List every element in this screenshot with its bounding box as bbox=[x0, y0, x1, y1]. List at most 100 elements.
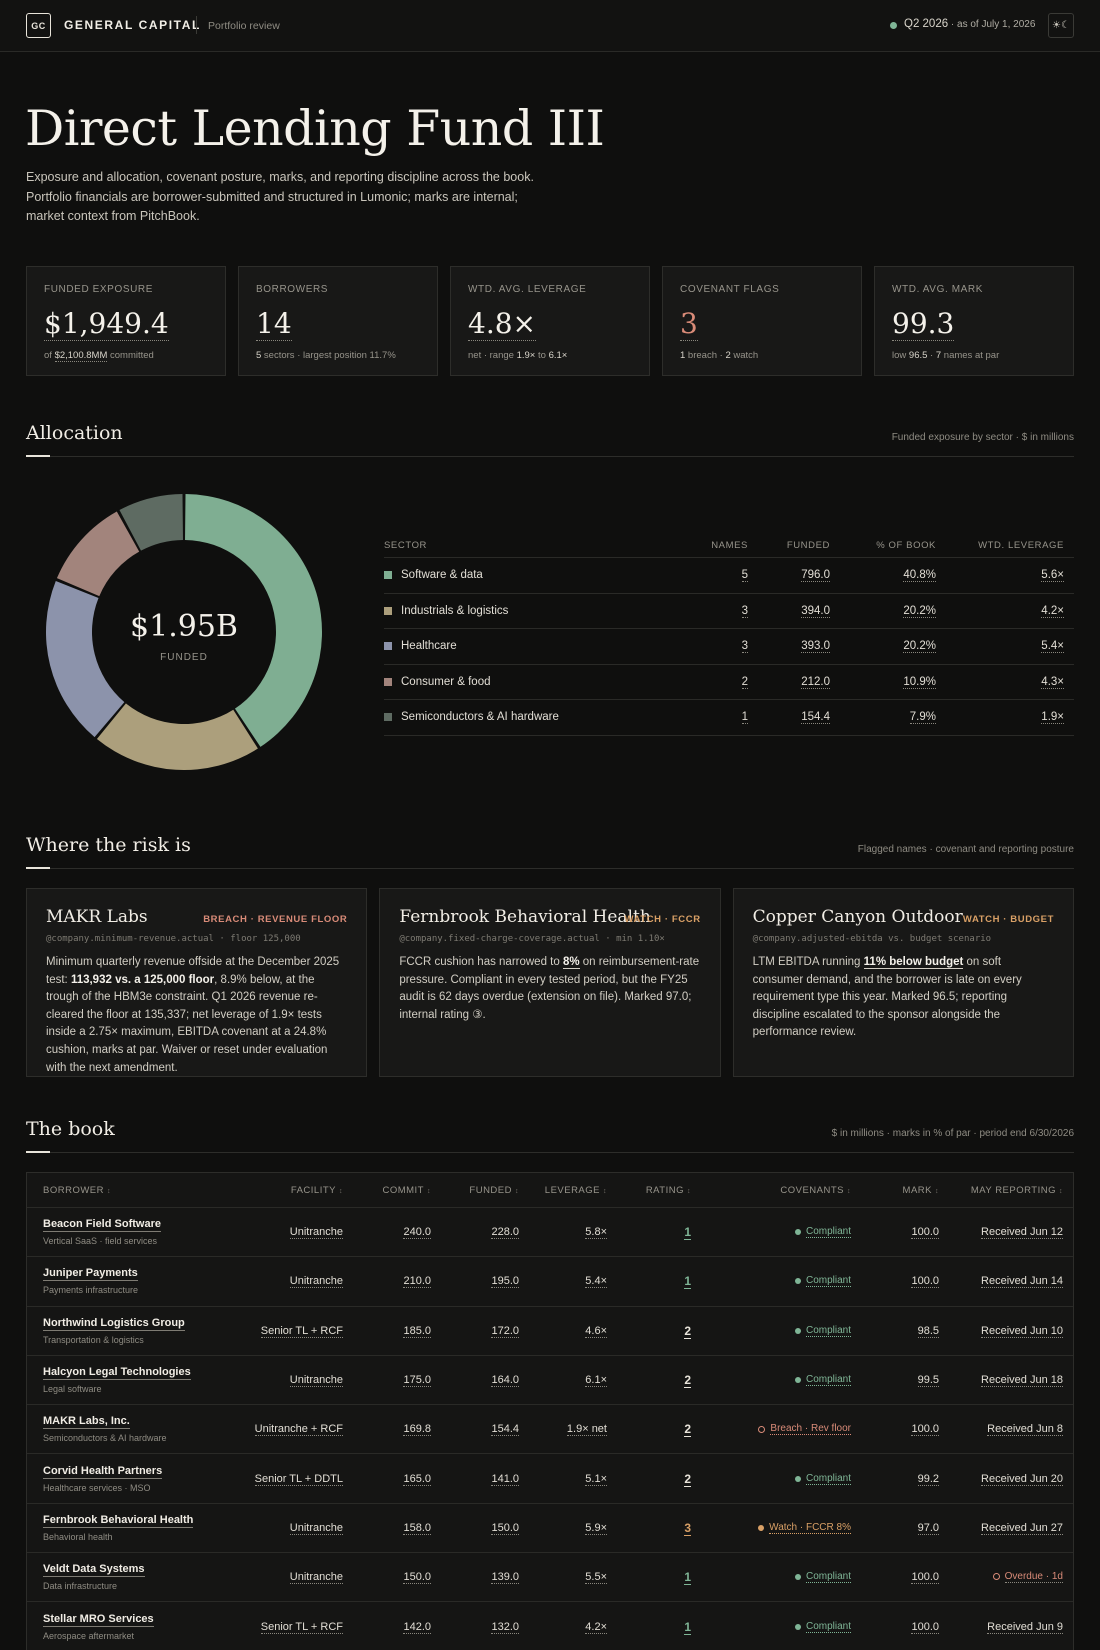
sector-lev-value: 1.9× bbox=[1041, 711, 1064, 725]
sort-icon: ↕ bbox=[603, 1187, 607, 1195]
table-row[interactable]: Veldt Data Systems Data infrastructure Uni… bbox=[27, 1553, 1073, 1603]
col-facility-header[interactable]: FACILITY ↕ bbox=[197, 1185, 343, 1196]
kpi-value-text: 3 bbox=[680, 307, 698, 341]
rating-value: 1 bbox=[684, 1225, 691, 1241]
table-row[interactable]: Corvid Health Partners Healthcare service… bbox=[27, 1454, 1073, 1504]
sector-pct-value: 40.8% bbox=[903, 569, 936, 583]
borrower-name-link[interactable]: Stellar MRO Services bbox=[43, 1612, 154, 1627]
sector-lev: 5.6× bbox=[936, 569, 1074, 583]
kpi-subtext-part: watch bbox=[730, 350, 759, 361]
donut-slice-consumer-food[interactable] bbox=[56, 511, 140, 597]
sector-lev: 1.9× bbox=[936, 711, 1074, 725]
col-leverage-header[interactable]: LEVERAGE ↕ bbox=[519, 1185, 607, 1196]
donut-slice-healthcare[interactable] bbox=[46, 580, 125, 738]
col-commit-header[interactable]: COMMIT ↕ bbox=[343, 1185, 431, 1196]
col-funded-header[interactable]: FUNDED ↕ bbox=[431, 1185, 519, 1196]
commit-cell: 150.0 bbox=[343, 1571, 431, 1585]
brand-logo[interactable]: GC bbox=[26, 13, 51, 38]
donut-center-label: FUNDED bbox=[160, 652, 208, 663]
overdue-icon bbox=[992, 1573, 1000, 1581]
leverage-cell: 5.8× bbox=[519, 1226, 607, 1240]
covenant-status-text: Compliant bbox=[805, 1275, 851, 1288]
mark-cell: 100.0 bbox=[851, 1620, 939, 1634]
borrower-name-link[interactable]: MAKR Labs, Inc. bbox=[43, 1415, 130, 1430]
kpi-card: COVENANT FLAGS 3 1 breach · 2 watch bbox=[662, 266, 862, 376]
borrower-name-link[interactable]: Veldt Data Systems bbox=[43, 1563, 145, 1578]
kpi-value[interactable]: 14 bbox=[256, 307, 292, 341]
sector-cell: Healthcare bbox=[384, 640, 684, 652]
kpi-value[interactable]: 4.8× bbox=[468, 307, 536, 341]
col-covenants-header[interactable]: COVENANTS ↕ bbox=[691, 1185, 851, 1196]
allocation-row[interactable]: Healthcare 3 393.0 20.2% 5.4× bbox=[384, 629, 1074, 665]
commit-value: 185.0 bbox=[403, 1324, 431, 1338]
covenant-status: Compliant bbox=[794, 1374, 851, 1387]
kpi-value[interactable]: $1,949.4 bbox=[44, 307, 169, 341]
borrower-name-link[interactable]: Northwind Logistics Group bbox=[43, 1316, 185, 1331]
kpi-value[interactable]: 3 bbox=[680, 307, 698, 341]
book-table: BORROWER ↕ FACILITY ↕ COMMIT ↕ FUNDED ↕ LEVERAGE… bbox=[26, 1172, 1074, 1650]
borrower-cell: Juniper Payments Payments infrastructure bbox=[27, 1267, 197, 1295]
risk-card[interactable]: MAKR Labs BREACH · REVENUE FLOOR @company.… bbox=[26, 888, 368, 1077]
allocation-row[interactable]: Software & data 5 796.0 40.8% 5.6× bbox=[384, 558, 1074, 594]
allocation-row[interactable]: Industrials & logistics 3 394.0 20.2% 4.2× bbox=[384, 594, 1074, 629]
theme-toggle-button[interactable]: ☀☾ bbox=[1048, 13, 1074, 38]
borrower-name-link[interactable]: Juniper Payments bbox=[43, 1267, 138, 1282]
borrower-cell: MAKR Labs, Inc. Semiconductors & AI hardw… bbox=[27, 1415, 197, 1443]
risk-card-formula: @company.minimum-revenue.actual · floor … bbox=[46, 934, 301, 944]
covenant-status-text: Compliant bbox=[805, 1324, 851, 1337]
covenant-cell: Compliant bbox=[691, 1275, 851, 1288]
period-label: Q2 2026 · as of July 1, 2026 bbox=[904, 18, 1035, 30]
borrower-name-link[interactable]: Corvid Health Partners bbox=[43, 1464, 163, 1479]
sector-names: 1 bbox=[684, 711, 748, 725]
sort-icon: ↕ bbox=[107, 1187, 111, 1195]
kpi-value-text: 14 bbox=[256, 307, 292, 341]
commit-cell: 240.0 bbox=[343, 1226, 431, 1240]
reporting-cell: Received Jun 20 bbox=[939, 1472, 1073, 1486]
borrower-name-link[interactable]: Fernbrook Behavioral Health bbox=[43, 1513, 194, 1528]
table-row[interactable]: Northwind Logistics Group Transportation … bbox=[27, 1307, 1073, 1356]
period-as-of: · as of July 1, 2026 bbox=[948, 19, 1036, 30]
commit-value: 169.8 bbox=[403, 1423, 431, 1437]
table-row[interactable]: Beacon Field Software Vertical SaaS · fie… bbox=[27, 1208, 1073, 1258]
intro-line: Portfolio financials are borrower-submit… bbox=[26, 189, 518, 204]
covenant-status: Breach · Rev floor bbox=[758, 1423, 851, 1436]
col-leverage-label: LEVERAGE bbox=[544, 1184, 600, 1196]
rating-value: 2 bbox=[684, 1323, 691, 1339]
borrower-name-link[interactable]: Beacon Field Software bbox=[43, 1218, 161, 1233]
funded-value: 132.0 bbox=[491, 1620, 519, 1634]
covenant-status-text: Watch · FCCR 8% bbox=[769, 1521, 851, 1534]
col-mark-header[interactable]: MARK ↕ bbox=[851, 1185, 939, 1196]
mark-value: 100.0 bbox=[911, 1226, 939, 1240]
borrower-sector: Semiconductors & AI hardware bbox=[43, 1433, 167, 1444]
commit-cell: 158.0 bbox=[343, 1521, 431, 1535]
donut-slice-industrials-logistics[interactable] bbox=[96, 703, 258, 770]
sector-funded: 796.0 bbox=[748, 569, 830, 583]
covenant-status-icon bbox=[794, 1278, 801, 1285]
borrower-name-link[interactable]: Halcyon Legal Technologies bbox=[43, 1366, 191, 1381]
table-row[interactable]: Halcyon Legal Technologies Legal software… bbox=[27, 1356, 1073, 1406]
allocation-row[interactable]: Semiconductors & AI hardware 1 154.4 7.9% 1.… bbox=[384, 700, 1074, 736]
allocation-row[interactable]: Consumer & food 2 212.0 10.9% 4.3× bbox=[384, 665, 1074, 700]
sector-cell: Software & data bbox=[384, 569, 684, 581]
funded-cell: 154.4 bbox=[431, 1423, 519, 1437]
col-rating-header[interactable]: RATING ↕ bbox=[607, 1185, 691, 1196]
section-accent bbox=[26, 455, 50, 457]
kpi-value[interactable]: 99.3 bbox=[892, 307, 955, 341]
risk-card[interactable]: Fernbrook Behavioral Health WATCH · FCCR @… bbox=[379, 888, 721, 1077]
table-row[interactable]: Fernbrook Behavioral Health Behavioral he… bbox=[27, 1504, 1073, 1554]
table-row[interactable]: Juniper Payments Payments infrastructure U… bbox=[27, 1257, 1073, 1307]
risk-card[interactable]: Copper Canyon Outdoor WATCH · BUDGET @comp… bbox=[732, 888, 1074, 1077]
facility-value: Senior TL + RCF bbox=[260, 1620, 343, 1634]
covenant-status: Compliant bbox=[794, 1571, 851, 1584]
donut-center: $1.95B FUNDED bbox=[46, 494, 322, 770]
col-reporting-header[interactable]: MAY REPORTING ↕ bbox=[939, 1185, 1073, 1196]
col-borrower-header[interactable]: BORROWER ↕ bbox=[27, 1185, 197, 1196]
donut-slice-software-data[interactable] bbox=[185, 494, 322, 747]
mark-cell: 99.5 bbox=[851, 1374, 939, 1388]
table-row[interactable]: MAKR Labs, Inc. Semiconductors & AI hardw… bbox=[27, 1405, 1073, 1455]
donut-slice-semiconductors-ai-hardware[interactable] bbox=[119, 494, 183, 551]
table-row[interactable]: Stellar MRO Services Aerospace aftermarke… bbox=[27, 1602, 1073, 1650]
borrower-sector: Data infrastructure bbox=[43, 1581, 118, 1592]
commit-value: 150.0 bbox=[403, 1571, 431, 1585]
kpi-subtext: 1 breach · 2 watch bbox=[680, 350, 758, 361]
